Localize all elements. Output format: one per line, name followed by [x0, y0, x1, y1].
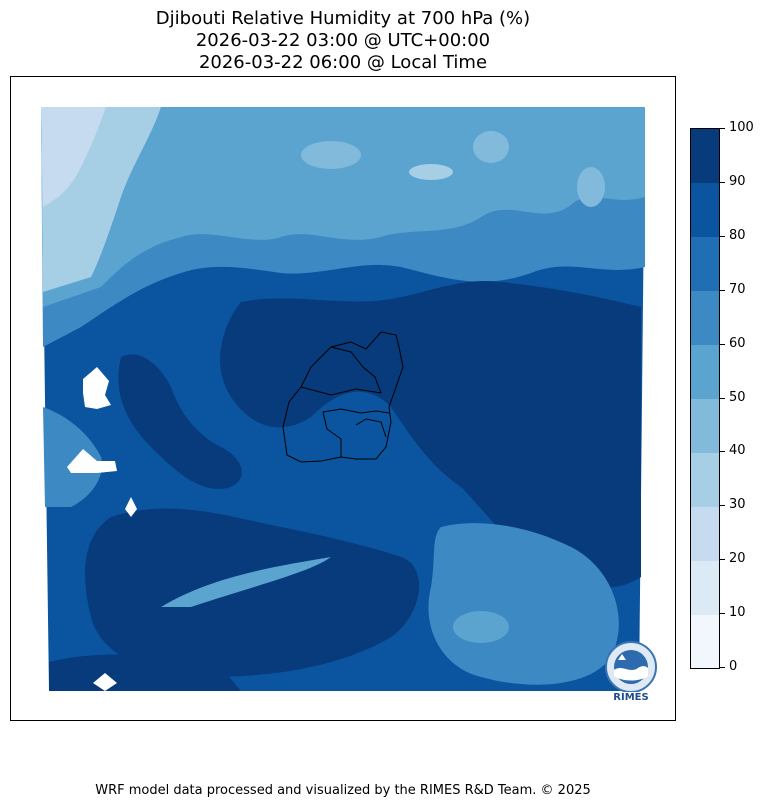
colorbar-tick-label: 50: [729, 389, 746, 405]
colorbar-tick-mark: [719, 181, 725, 183]
colorbar-tick-mark: [719, 343, 725, 345]
field-spot-2: [473, 131, 509, 163]
field-spot-1: [301, 141, 361, 169]
colorbar-tick-label: 70: [729, 281, 746, 297]
colorbar-tick-label: 10: [729, 605, 746, 621]
colorbar-band-9: [691, 129, 719, 184]
field-spot-4: [409, 164, 453, 180]
colorbar-band-3: [691, 452, 719, 507]
djibouti-outline: [282, 331, 404, 463]
country-boundaries: [282, 331, 404, 463]
title-line-2: 2026-03-22 03:00 @ UTC+00:00: [195, 30, 491, 51]
field-southeast-medium: [428, 523, 619, 685]
rimes-logo: RIMES: [600, 640, 662, 706]
colorbar-band-5: [691, 344, 719, 399]
field-core-west: [118, 354, 242, 489]
title-line-1: Djibouti Relative Humidity at 700 hPa (%…: [155, 8, 531, 29]
rimes-globe-icon: [605, 641, 657, 693]
colorbar-band-1: [691, 560, 719, 615]
colorbar-tick-mark: [719, 505, 725, 507]
missing-data-patch-4: [93, 673, 117, 691]
colorbar-band-7: [691, 236, 719, 292]
region-boundary-2: [300, 386, 382, 396]
missing-data-patch-2: [67, 449, 117, 473]
map-title: Djibouti Relative Humidity at 700 hPa (%…: [0, 8, 686, 74]
field-southeast-light: [453, 611, 509, 643]
colorbar-tick-label: 100: [729, 120, 754, 135]
colorbar-tick-mark: [719, 128, 725, 129]
colorbar-tick-label: 80: [729, 227, 746, 243]
colorbar-box: [690, 128, 720, 669]
colorbar-band-8: [691, 182, 719, 238]
colorbar-tick-mark: [719, 559, 725, 561]
colorbar-band-4: [691, 398, 719, 453]
field-west-medium: [43, 407, 102, 507]
colorbar-tick-label: 0: [729, 659, 738, 674]
colorbar-tick-label: 20: [729, 551, 746, 567]
colorbar-tick-mark: [719, 397, 725, 399]
field-streak-south: [161, 557, 331, 607]
colorbar-band-2: [691, 506, 719, 561]
field-spot-3: [577, 167, 605, 207]
colorbar-tick-mark: [719, 451, 725, 453]
field-core-east: [220, 280, 641, 588]
region-boundary-4: [322, 411, 342, 457]
colorbar-tick-mark: [719, 667, 725, 668]
map-panel: [10, 76, 676, 721]
colorbar-tick-label: 90: [729, 173, 746, 189]
missing-data-patch-1: [83, 367, 111, 409]
region-boundary-5: [355, 418, 387, 438]
colorbar-tick-mark: [719, 235, 725, 237]
colorbar-tick-label: 60: [729, 335, 746, 351]
field-northwest-lightest: [41, 107, 106, 207]
field-core-south: [85, 508, 420, 677]
region-boundary-3: [322, 408, 390, 414]
colorbar-tick-label: 40: [729, 443, 746, 459]
footer-credit: WRF model data processed and visualized …: [95, 783, 591, 798]
colorbar-tick-mark: [719, 289, 725, 291]
humidity-field-map: [41, 107, 645, 691]
colorbar-tick-mark: [719, 613, 725, 615]
region-boundary-1: [330, 346, 382, 394]
colorbar-band-6: [691, 290, 719, 346]
colorbar-tick-label: 30: [729, 497, 746, 513]
missing-data-patch-3: [125, 497, 137, 517]
colorbar-band-0: [691, 614, 719, 669]
logo-text: RIMES: [613, 692, 649, 703]
title-line-3: 2026-03-22 06:00 @ Local Time: [198, 52, 488, 73]
